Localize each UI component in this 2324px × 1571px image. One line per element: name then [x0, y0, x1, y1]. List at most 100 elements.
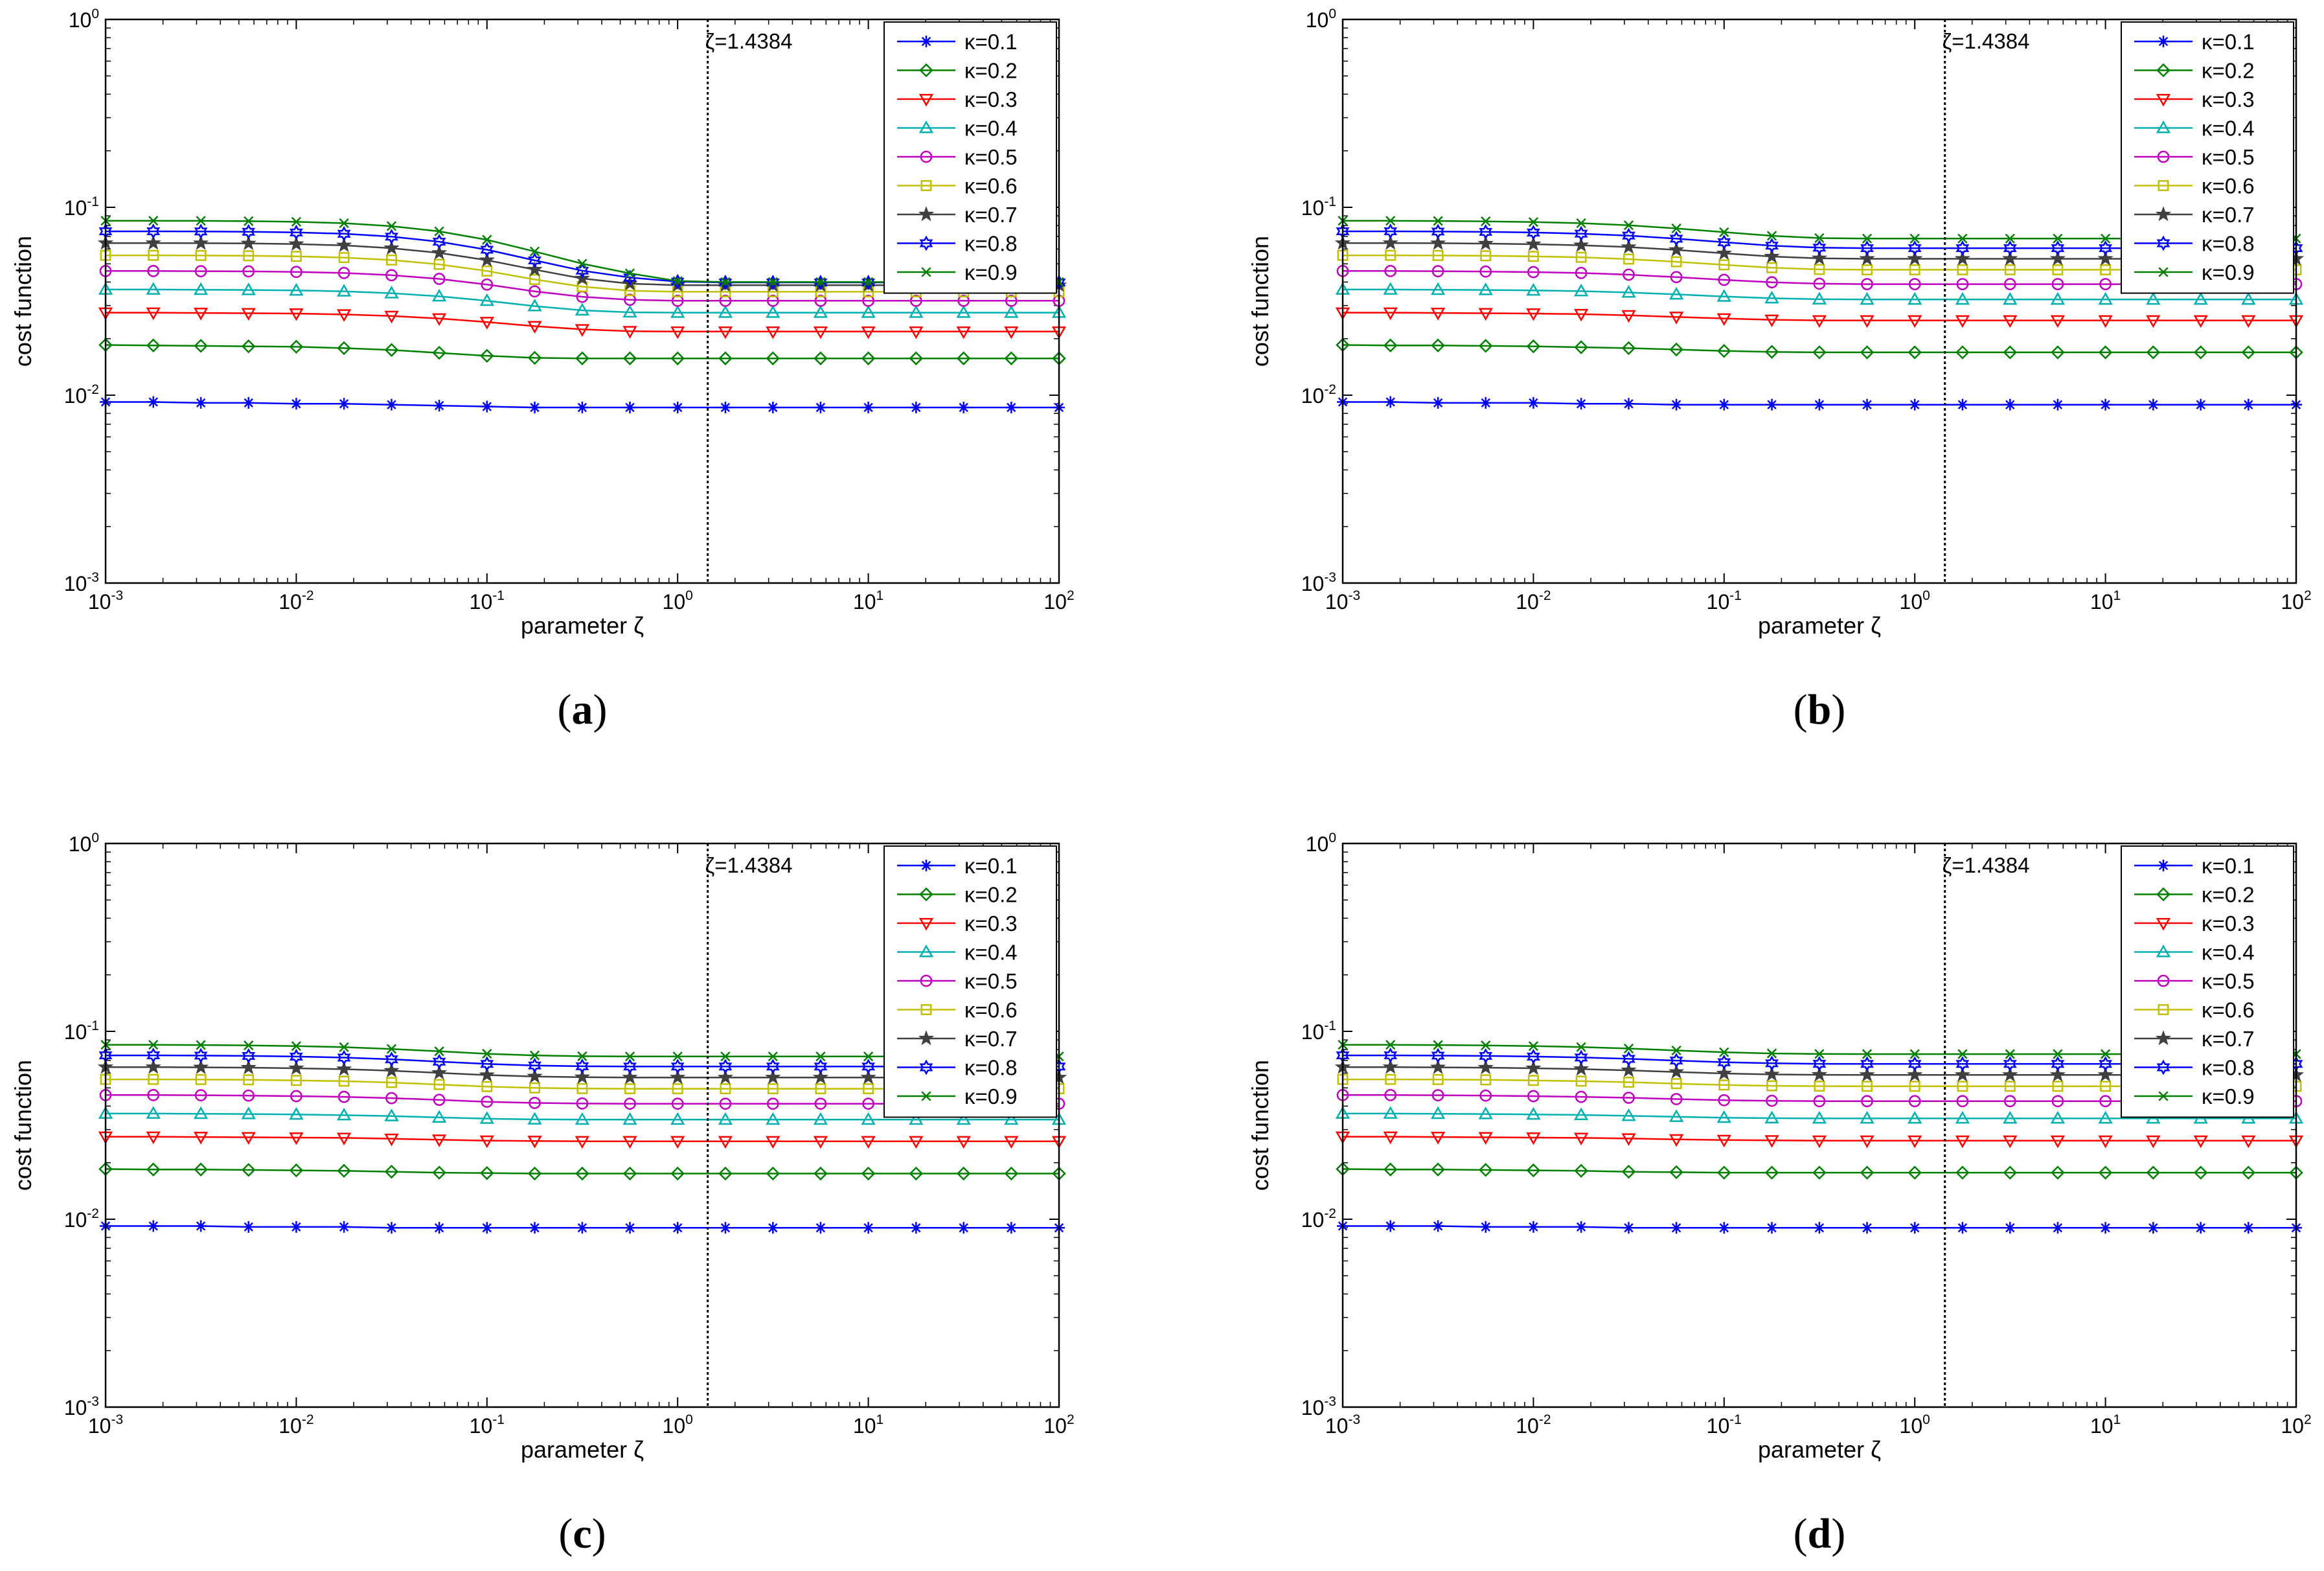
- legend-label: κ=0.3: [2202, 912, 2255, 935]
- series-line: [106, 312, 1059, 333]
- y-tick-label: 10-1: [64, 1018, 99, 1044]
- data-point: [2003, 1135, 2018, 1149]
- y-tick-label: 10-3: [1301, 570, 1336, 595]
- data-point: [861, 351, 876, 365]
- data-point: [1957, 233, 1968, 244]
- data-point: [1433, 1040, 1443, 1050]
- data-point: [1573, 1132, 1589, 1145]
- data-point: [194, 224, 208, 240]
- x-tick-label: 10-3: [88, 588, 123, 613]
- data-point: [2100, 1081, 2112, 1092]
- data-point: [1766, 1222, 1778, 1234]
- data-point: [575, 262, 589, 279]
- data-point: [290, 1075, 302, 1086]
- data-point: [288, 235, 304, 251]
- legend-marker: [2158, 36, 2169, 47]
- data-point: [339, 218, 349, 229]
- data-point: [2100, 1049, 2111, 1059]
- data-point: [1575, 267, 1588, 279]
- data-point: [624, 1097, 636, 1110]
- data-point: [1527, 1075, 1539, 1086]
- data-point: [527, 1112, 542, 1125]
- data-point: [242, 396, 255, 409]
- data-point: [575, 1112, 590, 1125]
- data-point: [1908, 240, 1922, 257]
- data-point: [1812, 1165, 1827, 1180]
- data-point: [1430, 235, 1446, 250]
- legend-marker: [918, 918, 934, 931]
- data-point: [193, 308, 209, 321]
- data-point: [812, 1069, 829, 1084]
- data-point: [909, 1166, 924, 1181]
- data-point: [1526, 1163, 1541, 1178]
- data-point: [1860, 315, 1874, 328]
- legend-marker: [2156, 918, 2171, 931]
- data-point: [670, 1112, 685, 1125]
- legend-item: κ=0.3: [2134, 87, 2255, 111]
- data-point: [527, 1166, 542, 1181]
- data-point: [2241, 1165, 2256, 1180]
- data-point: [957, 401, 970, 413]
- legend-item: κ=0.9: [2134, 1084, 2255, 1108]
- data-point: [1574, 1164, 1588, 1178]
- legend-item: κ=0.9: [897, 1084, 1018, 1108]
- data-point: [241, 1132, 256, 1145]
- reference-line-label: ζ=1.4384: [705, 29, 793, 53]
- data-point: [1004, 1166, 1019, 1181]
- data-point: [957, 294, 970, 307]
- legend-label: κ=0.3: [964, 912, 1018, 935]
- data-point: [622, 326, 637, 339]
- data-point: [1670, 1093, 1683, 1105]
- data-point: [1814, 1049, 1825, 1059]
- legend-item: κ=0.2: [2134, 59, 2255, 83]
- data-point: [384, 1108, 399, 1121]
- data-point: [1859, 1066, 1875, 1082]
- data-point: [384, 343, 399, 358]
- data-point: [244, 216, 254, 226]
- legend-item: κ=0.2: [897, 883, 1018, 907]
- series-line: [1343, 288, 2296, 301]
- data-point: [1908, 1056, 1922, 1072]
- data-point: [766, 326, 780, 339]
- legend: κ=0.1 κ=0.2 κ=0.3 κ=0.4 κ=0.5 κ=0.6 κ=0.7 κ=0.8…: [2121, 21, 2294, 294]
- data-point: [1383, 338, 1398, 352]
- legend-marker: [920, 36, 932, 47]
- data-point: [529, 1097, 541, 1109]
- data-point: [289, 282, 304, 296]
- series-line: [106, 1112, 1059, 1121]
- data-point: [1431, 1089, 1444, 1101]
- legend-item: κ=0.4: [2134, 941, 2255, 965]
- data-point: [719, 1222, 731, 1234]
- data-point: [2099, 1056, 2113, 1072]
- legend-item: κ=0.6: [2134, 998, 2255, 1022]
- data-point: [1384, 264, 1397, 277]
- y-tick-label: 100: [1306, 831, 1336, 856]
- data-point: [766, 1097, 779, 1110]
- data-point: [670, 305, 685, 318]
- data-point: [1478, 1107, 1493, 1119]
- y-axis-label: cost function: [1247, 236, 1273, 367]
- data-point: [481, 278, 494, 291]
- data-point: [1621, 1133, 1636, 1146]
- data-point: [385, 1222, 398, 1234]
- data-point: [1525, 236, 1542, 251]
- legend-item: κ=0.6: [897, 174, 1018, 198]
- legend-label: κ=0.8: [964, 232, 1018, 256]
- data-point: [289, 308, 304, 321]
- data-point: [384, 310, 399, 324]
- data-point: [1861, 398, 1873, 411]
- data-point: [956, 1136, 971, 1149]
- series-line: [1343, 312, 2296, 321]
- legend-label: κ=0.7: [964, 1027, 1018, 1051]
- data-point: [1719, 227, 1729, 238]
- data-point: [241, 1163, 256, 1177]
- data-point: [1669, 342, 1683, 357]
- data-point: [766, 294, 779, 307]
- data-point: [1811, 1066, 1828, 1082]
- data-point: [766, 1136, 780, 1149]
- data-point: [529, 273, 540, 285]
- data-point: [1528, 1041, 1539, 1051]
- data-point: [1478, 339, 1493, 353]
- data-point: [909, 305, 924, 318]
- data-point: [2097, 250, 2113, 266]
